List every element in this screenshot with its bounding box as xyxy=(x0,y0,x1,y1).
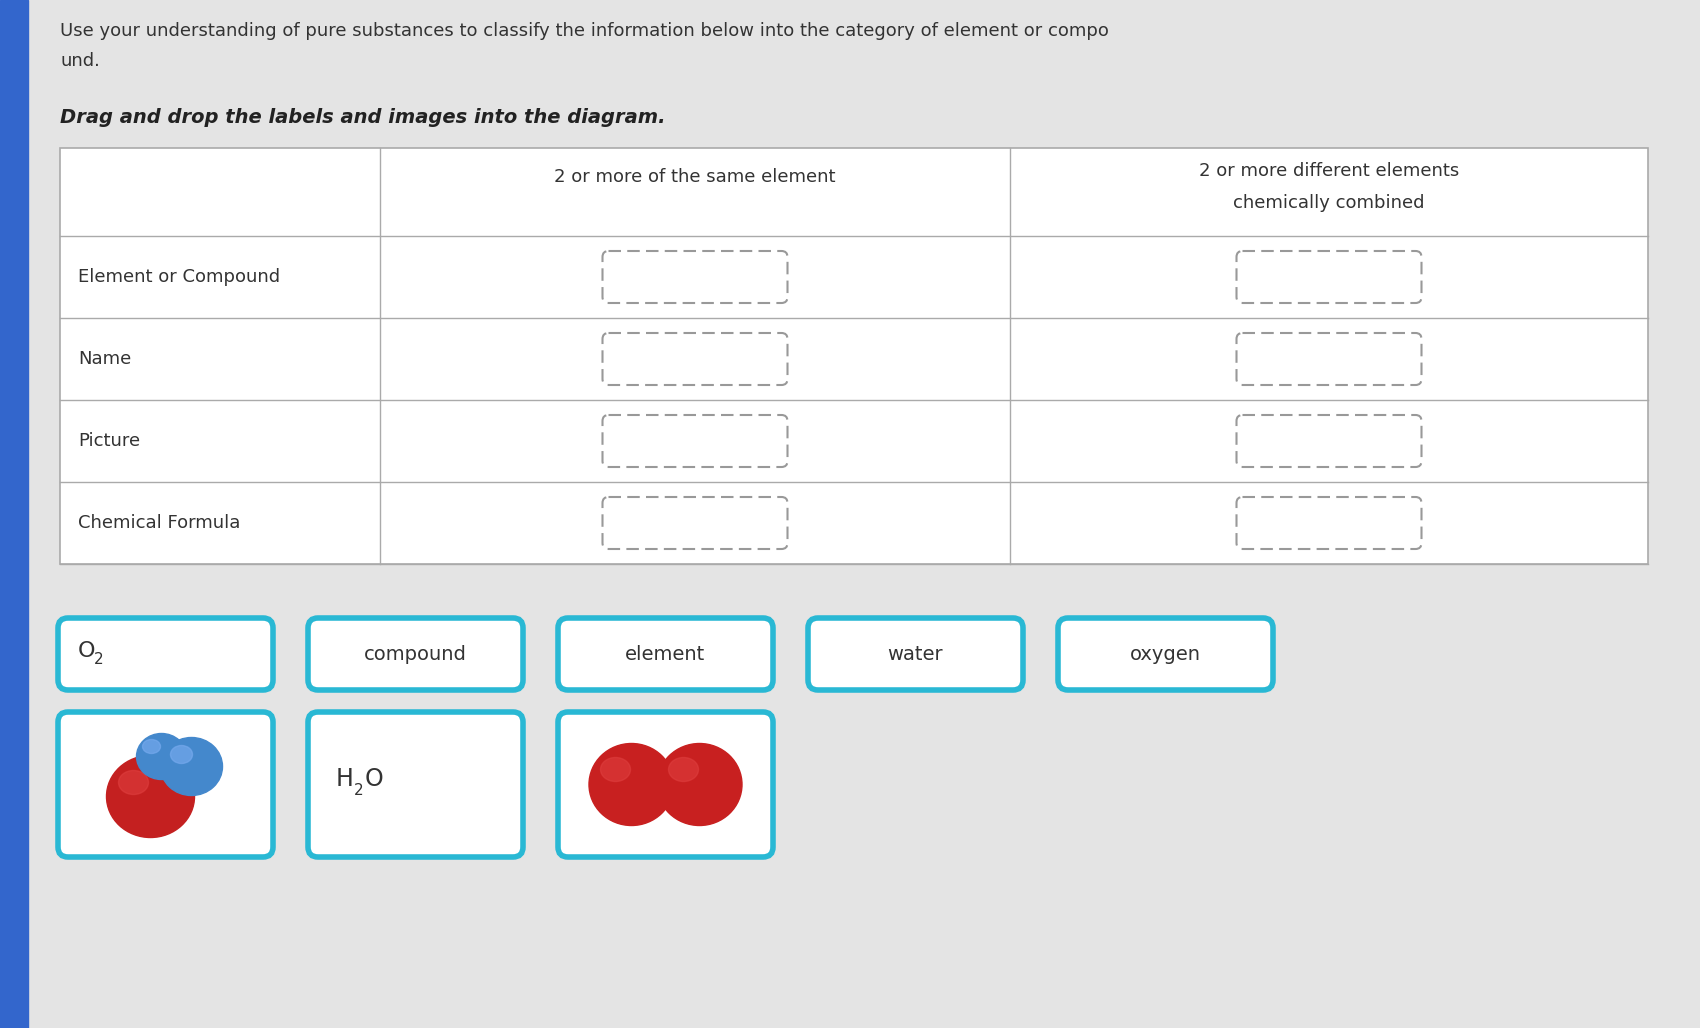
FancyBboxPatch shape xyxy=(602,251,787,303)
FancyBboxPatch shape xyxy=(558,712,774,857)
Text: element: element xyxy=(626,645,706,663)
Text: oxygen: oxygen xyxy=(1130,645,1200,663)
Ellipse shape xyxy=(668,758,699,781)
FancyBboxPatch shape xyxy=(308,712,524,857)
FancyBboxPatch shape xyxy=(58,712,274,857)
FancyBboxPatch shape xyxy=(308,618,524,690)
Text: Drag and drop the labels and images into the diagram.: Drag and drop the labels and images into… xyxy=(60,108,665,127)
Text: 2: 2 xyxy=(94,653,104,667)
Text: H: H xyxy=(337,768,354,792)
FancyBboxPatch shape xyxy=(1236,497,1421,549)
Ellipse shape xyxy=(107,756,194,838)
Ellipse shape xyxy=(160,737,223,796)
Bar xyxy=(0,0,27,1028)
Text: O: O xyxy=(366,768,384,792)
Text: und.: und. xyxy=(60,52,100,70)
FancyBboxPatch shape xyxy=(1236,415,1421,467)
Ellipse shape xyxy=(588,743,673,825)
FancyBboxPatch shape xyxy=(602,415,787,467)
Text: water: water xyxy=(887,645,944,663)
Ellipse shape xyxy=(656,743,741,825)
Text: 2: 2 xyxy=(354,783,364,798)
FancyBboxPatch shape xyxy=(1236,251,1421,303)
Text: chemically combined: chemically combined xyxy=(1232,194,1425,212)
Text: Use your understanding of pure substances to classify the information below into: Use your understanding of pure substance… xyxy=(60,22,1108,40)
Text: Element or Compound: Element or Compound xyxy=(78,268,280,286)
Ellipse shape xyxy=(170,745,192,764)
FancyBboxPatch shape xyxy=(58,618,274,690)
Text: Picture: Picture xyxy=(78,432,139,450)
FancyBboxPatch shape xyxy=(602,497,787,549)
Ellipse shape xyxy=(143,739,160,754)
Text: Name: Name xyxy=(78,350,131,368)
Ellipse shape xyxy=(136,734,187,779)
FancyBboxPatch shape xyxy=(808,618,1023,690)
Text: 2 or more different elements: 2 or more different elements xyxy=(1198,162,1459,180)
FancyBboxPatch shape xyxy=(602,333,787,386)
Text: O: O xyxy=(78,641,95,661)
Text: Chemical Formula: Chemical Formula xyxy=(78,514,240,533)
Ellipse shape xyxy=(119,771,148,795)
FancyBboxPatch shape xyxy=(1236,333,1421,386)
Text: compound: compound xyxy=(364,645,468,663)
Ellipse shape xyxy=(600,758,631,781)
FancyBboxPatch shape xyxy=(1057,618,1273,690)
Bar xyxy=(60,148,1647,564)
FancyBboxPatch shape xyxy=(558,618,774,690)
Text: 2 or more of the same element: 2 or more of the same element xyxy=(554,168,836,186)
